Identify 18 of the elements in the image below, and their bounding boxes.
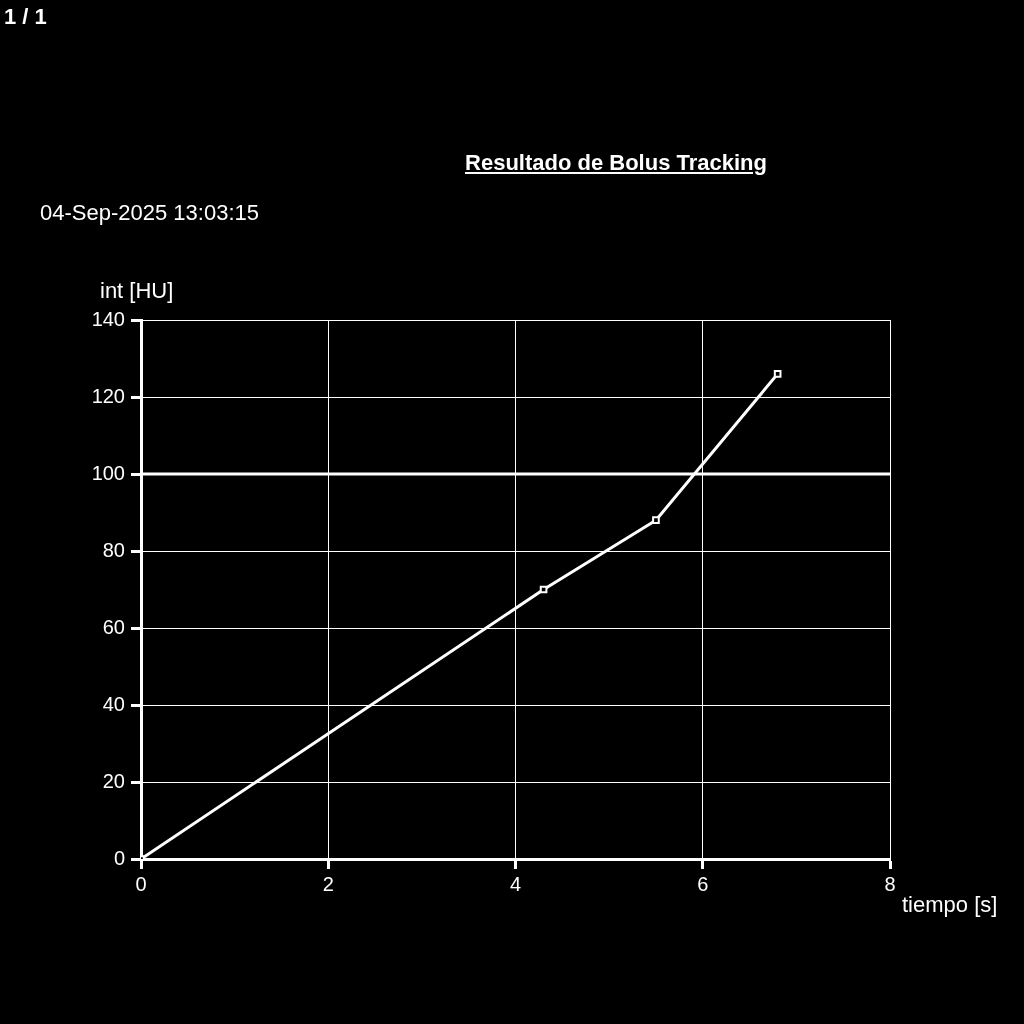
y-tick-label: 80: [102, 538, 125, 561]
x-tick-label: 8: [884, 872, 896, 895]
y-tick-label: 140: [91, 307, 125, 330]
x-tick-label: 2: [322, 872, 334, 895]
x-tick-label: 4: [509, 872, 522, 895]
y-tick-label: 120: [91, 384, 125, 407]
x-tick-label: 6: [697, 872, 709, 895]
y-tick-label: 100: [91, 461, 125, 484]
text: 1 / 1: [4, 4, 47, 30]
x-axis-title: tiempo [s]: [902, 892, 998, 918]
chart-title: Resultado de Bolus Tracking: [465, 150, 767, 176]
y-tick-label: 0: [113, 846, 125, 869]
y-tick-label: 20: [102, 769, 125, 792]
x-tick-label: 0: [135, 872, 147, 895]
y-tick-label: 60: [102, 615, 125, 638]
y-tick-label: 40: [102, 692, 125, 715]
text: 04-Sep-2025 13:03:15: [40, 200, 259, 226]
y-axis-title: int [HU]: [100, 278, 174, 304]
